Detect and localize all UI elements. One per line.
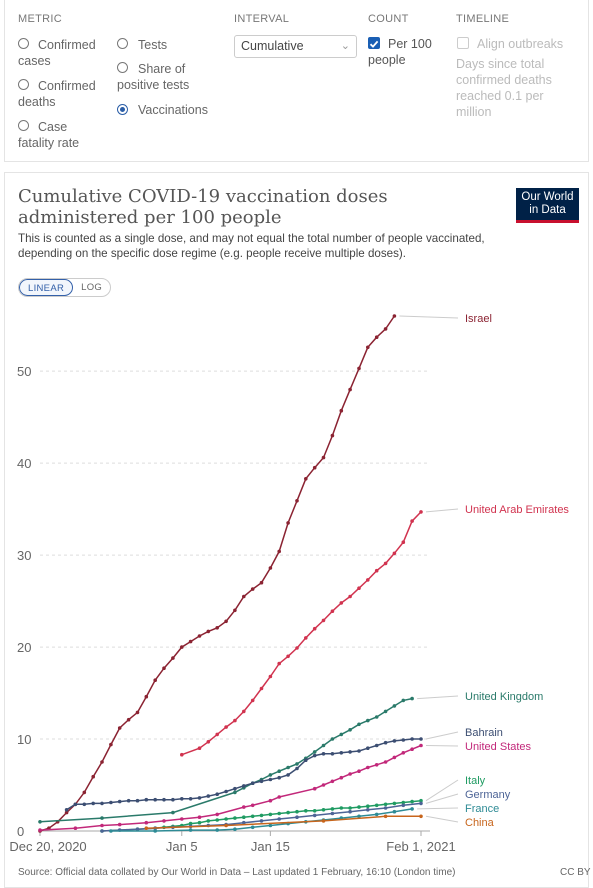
option-case-fatality[interactable]: Case fatality rate	[18, 120, 80, 150]
option-share-positive[interactable]: Share of positive tests	[117, 62, 190, 92]
interval-select[interactable]: Cumulative ⌄	[234, 35, 357, 58]
owid-logo[interactable]: Our World in Data	[516, 188, 579, 223]
linear-scale-button[interactable]: LINEAR	[19, 279, 74, 296]
radio-confirmed-deaths[interactable]	[18, 79, 29, 90]
option-vaccinations[interactable]: Vaccinations	[138, 103, 208, 117]
option-confirmed-deaths[interactable]: Confirmed deaths	[18, 79, 96, 109]
radio-case-fatality[interactable]	[18, 120, 29, 131]
chart-title: Cumulative COVID-19 vaccination doses ad…	[18, 186, 388, 228]
radio-tests[interactable]	[117, 38, 128, 49]
scale-toggle[interactable]: LINEAR LOG	[18, 278, 112, 297]
source-footer: Source: Official data collated by Our Wo…	[18, 867, 456, 878]
radio-share-positive[interactable]	[117, 62, 128, 73]
align-outbreaks-label[interactable]: Align outbreaks	[477, 37, 564, 51]
option-tests[interactable]: Tests	[138, 38, 168, 52]
timeline-heading: TIMELINE	[456, 13, 510, 25]
chart-subtitle: This is counted as a single dose, and ma…	[18, 232, 485, 260]
radio-confirmed-cases[interactable]	[18, 38, 29, 49]
per-100-checkbox[interactable]	[368, 37, 380, 49]
controls-panel	[4, 0, 589, 162]
radio-vaccinations[interactable]	[117, 104, 128, 115]
logo-line1: Our World	[521, 191, 574, 203]
interval-value: Cumulative	[241, 39, 304, 53]
log-scale-button[interactable]: LOG	[81, 282, 103, 293]
option-confirmed-cases[interactable]: Confirmed cases	[18, 38, 96, 68]
metric-heading: METRIC	[18, 13, 62, 25]
timeline-note: Days since total confirmed deaths reache…	[456, 57, 552, 119]
count-heading: COUNT	[368, 13, 409, 25]
checkmark-icon	[369, 40, 379, 48]
per-100-label[interactable]: Per 100 people	[368, 37, 432, 67]
license-link[interactable]: CC BY	[560, 867, 591, 878]
chevron-down-icon: ⌄	[340, 40, 350, 52]
align-outbreaks-checkbox[interactable]	[457, 37, 469, 49]
logo-line2: in Data	[529, 204, 566, 216]
interval-heading: INTERVAL	[234, 13, 290, 25]
